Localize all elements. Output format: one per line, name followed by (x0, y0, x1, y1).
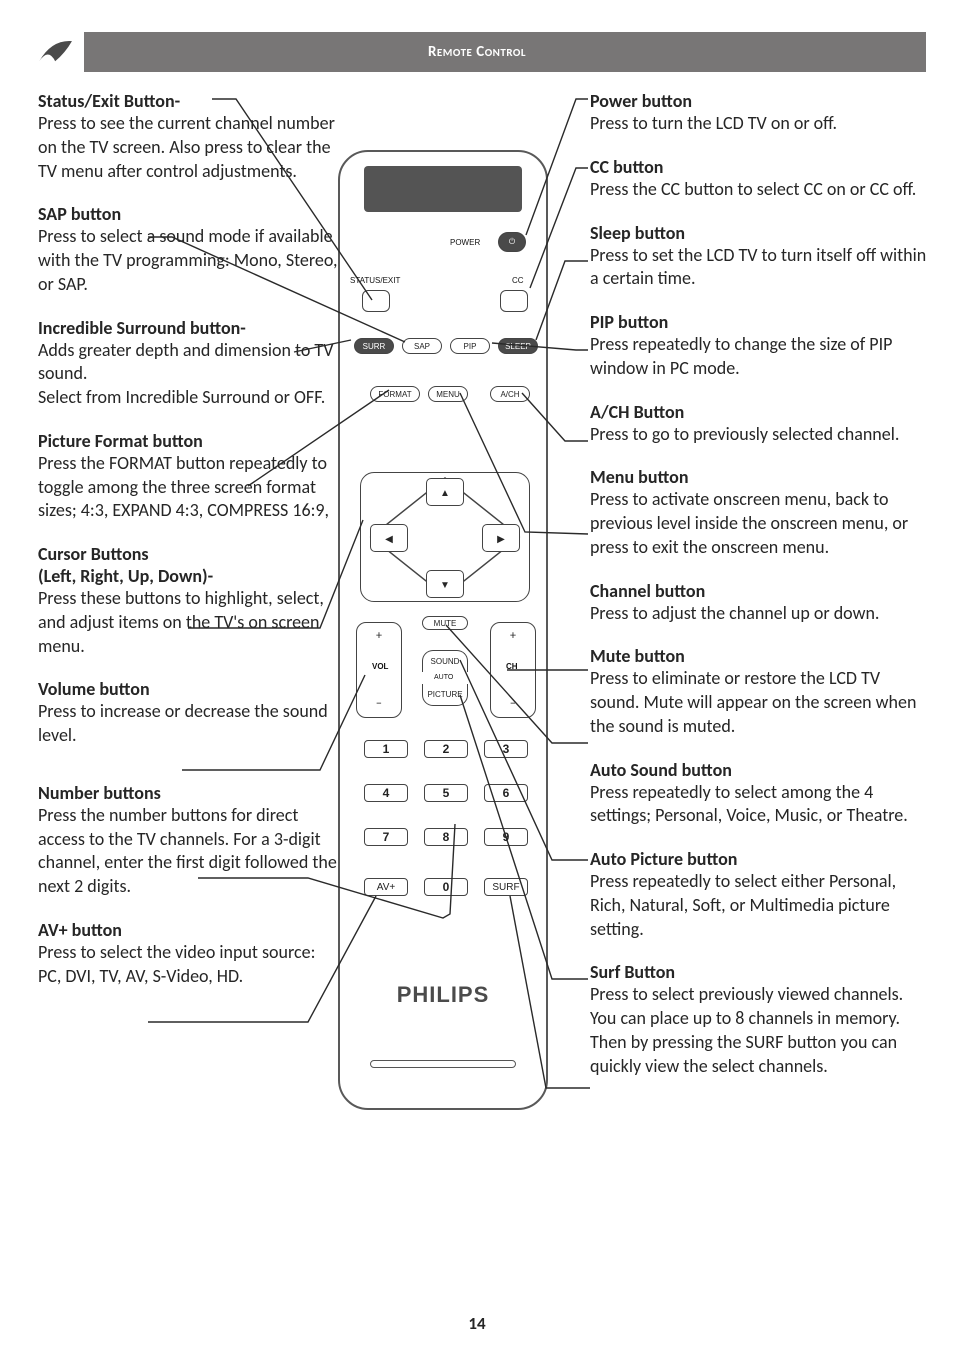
sec-status-exit: Status/Exit Button- Press to see the cur… (38, 90, 338, 183)
avplus-button: AV+ (364, 878, 408, 896)
status-exit-label: STATUS/EXIT (350, 276, 400, 285)
cc-label: CC (512, 276, 524, 285)
sec-number: Number buttons Press the number buttons … (38, 782, 338, 899)
status-exit-button (362, 290, 390, 312)
right-column: Power buttonPress to turn the LCD TV on … (590, 90, 930, 1098)
header-bar: Remote Control (28, 32, 926, 72)
sleep-button: SLEEP (498, 338, 538, 354)
digit-0: 0 (424, 878, 468, 896)
sec-avplus: AV+ button Press to select the video inp… (38, 919, 338, 989)
dpad-right: ▶ (482, 524, 520, 552)
brand-label: PHILIPS (340, 982, 546, 1008)
picture-button: PICTURE (422, 684, 468, 706)
ch-label: CH (506, 662, 518, 671)
digit-4: 4 (364, 784, 408, 802)
sec-surround: Incredible Surround button- Adds greater… (38, 317, 338, 410)
sec-format: Picture Format button Press the FORMAT b… (38, 430, 338, 523)
manual-icon (28, 32, 88, 72)
bottom-slot (370, 1060, 516, 1068)
ir-window (364, 166, 522, 212)
dpad-left: ◀ (370, 524, 408, 552)
dpad-down: ▼ (426, 570, 464, 598)
surr-button: SURR (354, 338, 394, 354)
pip-button: PIP (450, 338, 490, 354)
sec-sap: SAP button Press to select a sound mode … (38, 203, 338, 296)
digit-1: 1 (364, 740, 408, 758)
page-number: 14 (0, 1313, 954, 1334)
cc-button (500, 290, 528, 312)
digit-8: 8 (424, 828, 468, 846)
header-title: Remote Control (428, 43, 526, 61)
digit-9: 9 (484, 828, 528, 846)
sap-button: SAP (402, 338, 442, 354)
digit-5: 5 (424, 784, 468, 802)
digit-7: 7 (364, 828, 408, 846)
digit-2: 2 (424, 740, 468, 758)
digit-6: 6 (484, 784, 528, 802)
format-button: FORMAT (370, 386, 420, 402)
sec-cursor: Cursor Buttons (Left, Right, Up, Down)- … (38, 543, 338, 658)
vol-label: VOL (372, 662, 388, 671)
sec-volume: Volume button Press to increase or decre… (38, 678, 338, 748)
power-button: ⏻ (498, 232, 526, 252)
surf-button: SURF (484, 878, 528, 896)
left-column: Status/Exit Button- Press to see the cur… (38, 90, 338, 1008)
dpad-up: ▲ (426, 478, 464, 506)
digit-3: 3 (484, 740, 528, 758)
sound-button: SOUND (422, 650, 468, 672)
menu-button: MENU (428, 386, 468, 402)
power-label: POWER (450, 238, 480, 247)
auto-label: AUTO (434, 674, 453, 681)
ach-button: A/CH (490, 386, 530, 402)
remote-diagram: POWER ⏻ STATUS/EXIT CC SURR SAP PIP SLEE… (338, 150, 548, 1110)
mute-button: MUTE (422, 616, 468, 630)
